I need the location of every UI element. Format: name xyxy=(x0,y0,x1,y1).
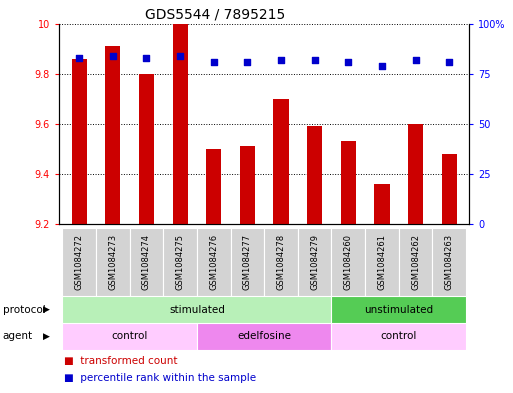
Text: GSM1084263: GSM1084263 xyxy=(445,234,453,290)
Bar xyxy=(197,228,230,296)
Bar xyxy=(331,323,466,350)
Text: GSM1084276: GSM1084276 xyxy=(209,234,218,290)
Bar xyxy=(264,228,298,296)
Text: GSM1084262: GSM1084262 xyxy=(411,234,420,290)
Point xyxy=(378,62,386,69)
Bar xyxy=(63,323,197,350)
Bar xyxy=(63,296,331,323)
Text: GSM1084261: GSM1084261 xyxy=(378,234,386,290)
Bar xyxy=(399,228,432,296)
Bar xyxy=(139,73,154,224)
Bar xyxy=(331,296,466,323)
Point xyxy=(411,57,420,63)
Text: GSM1084274: GSM1084274 xyxy=(142,234,151,290)
Text: control: control xyxy=(381,331,417,342)
Text: agent: agent xyxy=(3,331,33,342)
Text: protocol: protocol xyxy=(3,305,45,315)
Point xyxy=(344,59,352,65)
Point xyxy=(176,52,184,59)
Text: control: control xyxy=(111,331,148,342)
Point xyxy=(142,55,150,61)
Point xyxy=(210,59,218,65)
Bar xyxy=(163,228,197,296)
Point xyxy=(310,57,319,63)
Point xyxy=(75,55,83,61)
Text: edelfosine: edelfosine xyxy=(237,331,291,342)
Bar xyxy=(172,24,188,224)
Text: ■  percentile rank within the sample: ■ percentile rank within the sample xyxy=(64,373,256,383)
Bar xyxy=(341,141,356,224)
Text: GSM1084273: GSM1084273 xyxy=(108,234,117,290)
Bar xyxy=(273,99,289,224)
Point xyxy=(109,52,117,59)
Bar xyxy=(105,46,121,224)
Bar xyxy=(206,149,221,224)
Text: ■  transformed count: ■ transformed count xyxy=(64,356,177,366)
Bar xyxy=(240,146,255,224)
Point xyxy=(243,59,251,65)
Bar xyxy=(130,228,163,296)
Text: GSM1084272: GSM1084272 xyxy=(75,234,84,290)
Bar xyxy=(365,228,399,296)
Bar xyxy=(72,59,87,224)
Text: GSM1084260: GSM1084260 xyxy=(344,234,353,290)
Text: GSM1084275: GSM1084275 xyxy=(175,234,185,290)
Point xyxy=(445,59,453,65)
Bar xyxy=(442,154,457,224)
Bar xyxy=(230,228,264,296)
Bar xyxy=(63,228,96,296)
Text: ▶: ▶ xyxy=(44,332,50,341)
Bar xyxy=(432,228,466,296)
Bar xyxy=(197,323,331,350)
Bar xyxy=(298,228,331,296)
Bar xyxy=(96,228,130,296)
Bar xyxy=(331,228,365,296)
Text: unstimulated: unstimulated xyxy=(364,305,433,315)
Bar xyxy=(307,126,322,224)
Text: GDS5544 / 7895215: GDS5544 / 7895215 xyxy=(145,7,286,21)
Bar xyxy=(408,124,423,224)
Text: ▶: ▶ xyxy=(44,305,50,314)
Point xyxy=(277,57,285,63)
Text: GSM1084278: GSM1084278 xyxy=(277,234,286,290)
Bar xyxy=(374,184,389,224)
Text: GSM1084279: GSM1084279 xyxy=(310,234,319,290)
Text: GSM1084277: GSM1084277 xyxy=(243,234,252,290)
Text: stimulated: stimulated xyxy=(169,305,225,315)
